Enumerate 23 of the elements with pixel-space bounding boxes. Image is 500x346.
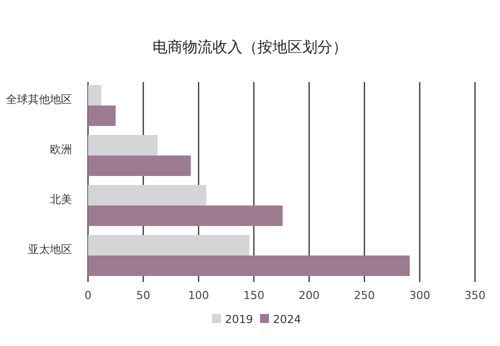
legend-label: 2024 [273,313,301,326]
chart-title: 电商物流收入（按地区划分） [152,38,348,56]
legend-label: 2019 [225,313,253,326]
bar [88,206,283,226]
y-tick-label: 亚太地区 [28,243,72,256]
x-tick-label: 100 [188,289,210,302]
x-tick-label: 300 [409,289,430,302]
bar [88,106,116,126]
x-tick-label: 0 [84,289,92,302]
x-tick-label: 50 [136,289,150,302]
y-tick-label: 全球其他地区 [6,93,72,106]
x-tick-label: 350 [464,289,486,302]
bar [88,256,410,276]
bar [88,135,158,156]
x-tick-label: 150 [243,289,264,302]
bar [88,235,250,256]
y-tick-label: 欧洲 [50,143,72,156]
x-tick-label: 200 [298,289,320,302]
x-tick-label: 250 [354,289,375,302]
bar [88,156,191,176]
bar [88,185,206,206]
y-tick-label: 北美 [50,193,72,206]
bar [88,85,102,106]
